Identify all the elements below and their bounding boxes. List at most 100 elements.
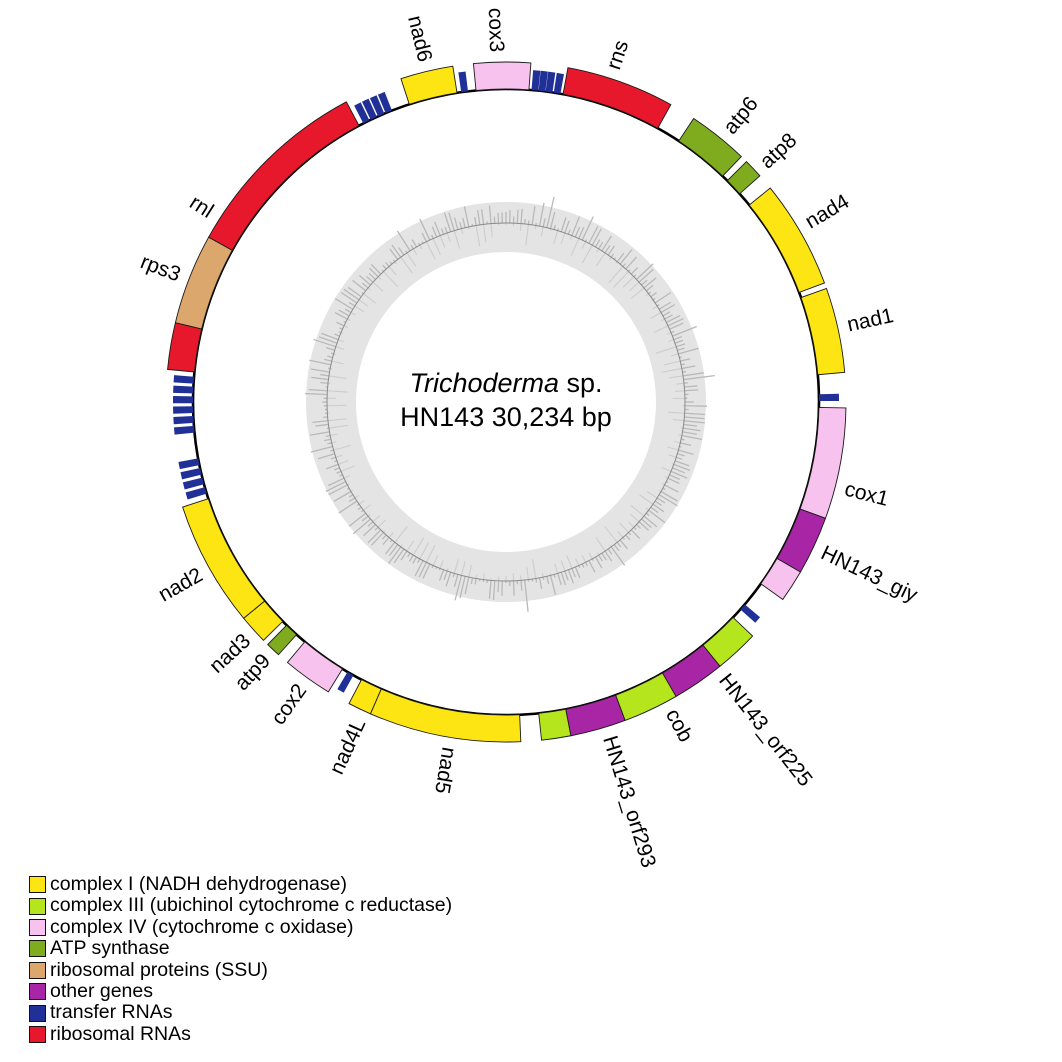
gc-spike-outer bbox=[567, 229, 571, 235]
gc-spike-inner bbox=[412, 248, 418, 256]
gene-label-cox2: cox2 bbox=[267, 680, 311, 729]
gc-spike-inner bbox=[595, 536, 606, 552]
gc-spike-outer bbox=[339, 474, 343, 477]
gc-spike-outer bbox=[434, 221, 441, 236]
gc-spike-outer bbox=[400, 550, 408, 561]
gc-spike-outer bbox=[309, 431, 330, 436]
gc-spike-outer bbox=[669, 474, 681, 480]
gc-spike-outer bbox=[422, 563, 431, 579]
gc-spike-inner bbox=[645, 507, 649, 511]
gc-spike-inner bbox=[468, 564, 472, 578]
gc-spike-outer bbox=[463, 206, 470, 228]
gc-spike-outer bbox=[452, 573, 455, 578]
gc-spike-inner bbox=[377, 519, 386, 528]
gc-spike-outer bbox=[367, 529, 382, 544]
gc-spike-outer bbox=[310, 368, 330, 373]
gc-spike-inner bbox=[672, 418, 685, 422]
gc-spike-inner bbox=[655, 346, 677, 354]
gc-spike-outer bbox=[334, 312, 348, 320]
gc-spike-outer bbox=[633, 526, 637, 531]
gene-arc-cox3 bbox=[472, 61, 532, 91]
gc-spike-outer bbox=[684, 416, 705, 420]
gc-spike-inner bbox=[406, 540, 415, 552]
gc-spike-inner bbox=[425, 241, 436, 260]
trna-tick bbox=[173, 375, 195, 384]
gc-spike-outer bbox=[407, 552, 411, 558]
gc-spike-outer bbox=[326, 463, 339, 470]
gc-spike-inner bbox=[595, 252, 606, 267]
gc-spike-outer bbox=[411, 239, 418, 248]
gc-spike-outer bbox=[492, 580, 496, 601]
gc-spike-outer bbox=[325, 347, 335, 351]
gc-spike-outer bbox=[684, 412, 705, 416]
gc-spike-outer bbox=[313, 338, 336, 348]
gc-spike-inner bbox=[661, 367, 682, 373]
gc-spike-outer bbox=[488, 205, 492, 224]
gc-spike-inner bbox=[327, 418, 347, 422]
gc-spike-outer bbox=[676, 343, 686, 348]
gc-spike-inner bbox=[668, 339, 674, 343]
gc-spike-outer bbox=[443, 212, 452, 232]
gc-spike-outer bbox=[588, 560, 596, 573]
gc-spike-inner bbox=[630, 513, 640, 523]
gene-arc-atp6 bbox=[678, 117, 742, 177]
gc-spike-outer bbox=[549, 575, 557, 595]
gc-spike-outer bbox=[591, 228, 602, 246]
gc-spike-outer bbox=[645, 284, 654, 292]
gene-arc-complex_iv bbox=[760, 557, 802, 601]
trna-tick bbox=[173, 416, 194, 425]
gc-spike-outer bbox=[339, 327, 343, 330]
gc-spike-inner bbox=[653, 325, 669, 333]
gene-arc-rps3 bbox=[174, 236, 233, 330]
gc-spike-outer bbox=[680, 442, 692, 447]
gc-spike-inner bbox=[394, 526, 408, 543]
gc-spike-outer bbox=[594, 239, 601, 248]
gc-spike-inner bbox=[432, 555, 439, 566]
gc-spike-inner bbox=[358, 499, 365, 505]
gc-spike-outer bbox=[381, 534, 387, 540]
gc-spike-outer bbox=[594, 556, 603, 569]
gc-spike-inner bbox=[446, 567, 449, 572]
legend-label-complex_iii: complex III (ubichinol cytochrome c redu… bbox=[50, 894, 453, 917]
trna-tick bbox=[531, 70, 541, 91]
gc-spike-inner bbox=[663, 360, 681, 366]
gc-spike-outer bbox=[643, 277, 657, 289]
gene-label-nad4L: nad4L bbox=[325, 715, 370, 778]
gc-spike-outer bbox=[613, 544, 620, 552]
gc-spike-outer bbox=[673, 335, 683, 341]
gene-label-nad2: nad2 bbox=[155, 564, 207, 607]
gc-spike-outer bbox=[578, 226, 585, 239]
gc-spike-outer bbox=[453, 217, 459, 230]
gc-spike-inner bbox=[432, 238, 441, 255]
gc-spike-outer bbox=[320, 381, 329, 384]
gc-spike-inner bbox=[678, 434, 682, 437]
gc-spike-outer bbox=[418, 562, 427, 578]
legend-swatch-rrna bbox=[29, 1025, 46, 1043]
gc-spike-inner bbox=[425, 544, 436, 563]
gc-spike-inner bbox=[439, 560, 444, 569]
gc-spike-inner bbox=[645, 293, 649, 297]
gc-spike-outer bbox=[334, 467, 340, 471]
gc-spike-inner bbox=[525, 224, 529, 246]
legend-label-rps: ribosomal proteins (SSU) bbox=[50, 958, 268, 981]
gc-spike-outer bbox=[358, 274, 371, 286]
gene-arc-nad1 bbox=[800, 287, 846, 376]
gc-spike-outer bbox=[393, 548, 405, 564]
trna-tick bbox=[173, 385, 194, 394]
gc-spike-outer bbox=[625, 534, 631, 541]
legend-item-trna: transfer RNAs bbox=[29, 1002, 452, 1023]
gc-spike-outer bbox=[357, 506, 362, 511]
map-title: Trichoderma sp. HN143 30,234 bp bbox=[400, 366, 612, 434]
gc-spike-outer bbox=[443, 570, 448, 581]
legend-item-rrna: ribosomal RNAs bbox=[29, 1024, 452, 1045]
gc-spike-inner bbox=[629, 281, 640, 292]
gc-spike-inner bbox=[460, 560, 466, 576]
trna-tick bbox=[185, 487, 207, 500]
gc-spike-outer bbox=[520, 208, 523, 224]
gc-spike-inner bbox=[570, 238, 580, 257]
trna-tick bbox=[553, 72, 564, 94]
gc-spike-outer bbox=[474, 578, 477, 585]
gc-spike-outer bbox=[628, 532, 632, 536]
gc-spike-outer bbox=[630, 267, 639, 275]
gc-spike-outer bbox=[327, 442, 332, 445]
